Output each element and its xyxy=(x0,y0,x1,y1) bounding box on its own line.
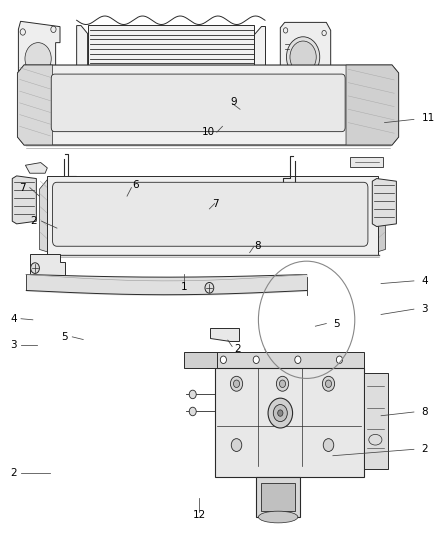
Circle shape xyxy=(189,407,196,416)
Bar xyxy=(88,25,254,71)
Polygon shape xyxy=(280,22,331,84)
Text: 2: 2 xyxy=(234,344,241,354)
Text: 2: 2 xyxy=(31,216,37,226)
Circle shape xyxy=(290,41,316,73)
Polygon shape xyxy=(210,328,239,341)
Text: 8: 8 xyxy=(421,407,428,417)
Bar xyxy=(261,483,295,511)
Text: 4: 4 xyxy=(10,314,17,324)
Polygon shape xyxy=(377,179,385,252)
Circle shape xyxy=(231,439,242,451)
Polygon shape xyxy=(372,179,396,227)
Circle shape xyxy=(336,356,343,364)
Text: 4: 4 xyxy=(421,276,428,286)
Text: 10: 10 xyxy=(201,127,215,137)
Polygon shape xyxy=(18,65,399,145)
Bar xyxy=(256,477,300,517)
Polygon shape xyxy=(77,26,88,71)
Circle shape xyxy=(322,376,335,391)
Bar xyxy=(107,71,120,77)
Circle shape xyxy=(253,356,259,364)
Polygon shape xyxy=(346,65,399,145)
Text: 9: 9 xyxy=(230,98,237,107)
Text: 5: 5 xyxy=(61,332,68,342)
Text: 12: 12 xyxy=(193,510,206,520)
Bar xyxy=(221,71,234,77)
Polygon shape xyxy=(254,26,265,71)
Bar xyxy=(364,373,388,469)
Circle shape xyxy=(279,380,286,387)
Circle shape xyxy=(220,356,226,364)
Text: 7: 7 xyxy=(19,183,25,192)
Text: 7: 7 xyxy=(212,199,219,208)
Polygon shape xyxy=(30,254,65,275)
Circle shape xyxy=(31,263,39,273)
Bar xyxy=(184,352,217,368)
Text: 2: 2 xyxy=(421,445,428,454)
Text: 2: 2 xyxy=(10,468,17,478)
Circle shape xyxy=(276,376,289,391)
Circle shape xyxy=(230,376,243,391)
Text: 1: 1 xyxy=(180,282,187,292)
Text: 6: 6 xyxy=(132,181,139,190)
Circle shape xyxy=(205,282,214,293)
Polygon shape xyxy=(18,65,53,145)
Text: 11: 11 xyxy=(421,114,434,123)
Circle shape xyxy=(323,439,334,451)
Polygon shape xyxy=(39,179,48,252)
Text: 8: 8 xyxy=(254,241,261,251)
Ellipse shape xyxy=(258,511,298,523)
Bar xyxy=(164,71,177,77)
Bar xyxy=(215,368,364,477)
Circle shape xyxy=(295,356,301,364)
Circle shape xyxy=(278,410,283,416)
Text: 3: 3 xyxy=(10,341,17,350)
Circle shape xyxy=(325,380,332,387)
Circle shape xyxy=(25,43,51,75)
Circle shape xyxy=(189,390,196,399)
Text: 5: 5 xyxy=(333,319,339,328)
Circle shape xyxy=(268,398,293,428)
Circle shape xyxy=(233,380,240,387)
Circle shape xyxy=(286,37,320,77)
FancyBboxPatch shape xyxy=(53,182,368,246)
Text: 3: 3 xyxy=(421,304,428,314)
Bar xyxy=(350,157,383,167)
Polygon shape xyxy=(25,163,47,173)
Bar xyxy=(47,176,378,255)
Polygon shape xyxy=(12,176,36,224)
Bar xyxy=(206,352,364,368)
FancyBboxPatch shape xyxy=(51,74,345,132)
Polygon shape xyxy=(18,21,60,83)
Circle shape xyxy=(273,405,287,422)
